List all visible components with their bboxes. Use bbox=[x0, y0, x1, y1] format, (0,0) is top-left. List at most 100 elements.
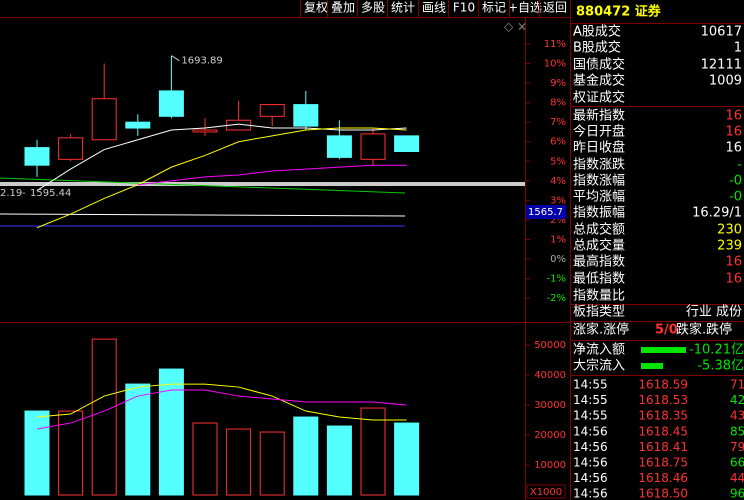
trade-price: 1618.50 bbox=[638, 487, 688, 500]
trade-volume: 96 bbox=[730, 487, 744, 500]
candle-body bbox=[394, 135, 420, 153]
row-value: - bbox=[737, 158, 742, 173]
candle-body bbox=[24, 147, 50, 166]
toolbar-button[interactable]: 标记 bbox=[482, 1, 506, 15]
volume-bar bbox=[125, 383, 151, 496]
volume-bar bbox=[91, 338, 117, 496]
volume-bar bbox=[326, 425, 352, 496]
trade-price: 1618.59 bbox=[638, 378, 688, 392]
row-label: 指数涨跌 bbox=[573, 157, 625, 173]
row-label: 权证成交 bbox=[573, 90, 625, 106]
volume-bar bbox=[360, 407, 386, 496]
row-value: 16 bbox=[725, 255, 742, 270]
row-value: 16.29/1 bbox=[692, 206, 742, 221]
trade-volume: 420 bbox=[730, 393, 744, 407]
y-tick-label: 20000 bbox=[534, 430, 566, 441]
trade-volume: 710 bbox=[730, 378, 744, 392]
row-label: 总成交额 bbox=[573, 222, 625, 238]
y-tick-label: 2% bbox=[550, 215, 566, 226]
unit-box bbox=[526, 484, 566, 499]
trade-volume: 66 bbox=[730, 456, 744, 470]
volume-bar bbox=[226, 428, 252, 496]
row-label: 大宗流入 bbox=[573, 358, 625, 374]
y-tick-label: 11% bbox=[544, 39, 566, 50]
y-tick-label: 50000 bbox=[534, 340, 566, 351]
y-tick-label: 9% bbox=[550, 78, 566, 89]
row-value: 16 bbox=[725, 141, 742, 156]
y-tick-label: 0% bbox=[550, 254, 566, 265]
trade-price: 1618.53 bbox=[638, 393, 688, 407]
panel-title: 880472 证券 bbox=[576, 4, 662, 20]
icon[interactable]: ◇ bbox=[504, 20, 514, 34]
candle-body bbox=[58, 137, 84, 160]
y-tick-label: 8% bbox=[550, 98, 566, 109]
row-label: 最低指数 bbox=[573, 272, 625, 287]
toolbar-button[interactable]: 叠加 bbox=[331, 1, 355, 15]
price-tag: 1565.7 bbox=[528, 207, 563, 218]
toolbar-button[interactable]: +自选 bbox=[508, 1, 542, 15]
volume-bar bbox=[293, 416, 319, 496]
volume-bar bbox=[394, 422, 420, 496]
toolbar-button[interactable]: F10 bbox=[453, 1, 475, 15]
trade-price: 1618.41 bbox=[638, 440, 688, 454]
row-label: 最高指数 bbox=[573, 254, 625, 270]
flow-bar bbox=[641, 347, 686, 353]
ref-line bbox=[0, 213, 406, 217]
row-value: 16 bbox=[725, 125, 742, 140]
trade-price: 1618.45 bbox=[638, 424, 688, 438]
volume-bar bbox=[58, 410, 84, 496]
row-label: 板指类型 bbox=[573, 305, 625, 320]
row-value: -0 bbox=[729, 190, 742, 205]
candle-body bbox=[360, 133, 386, 160]
row-value: -0 bbox=[729, 174, 742, 189]
row-label: 平均涨幅 bbox=[573, 190, 625, 205]
row-label: 净流入额 bbox=[573, 343, 625, 358]
toolbar-button[interactable]: 返回 bbox=[543, 1, 567, 15]
volume-bar bbox=[259, 431, 285, 496]
row-value: 1 bbox=[734, 41, 742, 56]
row-value: 16 bbox=[725, 109, 742, 124]
row-value: 230 bbox=[717, 223, 742, 238]
row-value: 12111 bbox=[701, 58, 742, 73]
row-label: 昨日收盘 bbox=[573, 140, 625, 156]
y-tick-label: -1% bbox=[547, 274, 566, 285]
y-tick-label: 10% bbox=[544, 59, 566, 70]
trade-time: 14:55 bbox=[573, 409, 608, 423]
row-value: -5.38亿 bbox=[697, 359, 744, 374]
trade-time: 14:56 bbox=[573, 424, 608, 438]
ma-line bbox=[36, 123, 407, 192]
volume-bar bbox=[192, 422, 218, 496]
row-label: 涨家.涨停 bbox=[573, 322, 629, 338]
y-tick-label: 5% bbox=[550, 156, 566, 167]
trade-price: 1618.35 bbox=[638, 409, 688, 423]
price-tag-box bbox=[526, 205, 566, 219]
toolbar-button[interactable]: 统计 bbox=[391, 1, 415, 15]
row-label: 跌家.跌停 bbox=[676, 322, 732, 338]
trade-time: 14:56 bbox=[573, 440, 608, 454]
high-label: 1693.89 bbox=[181, 56, 222, 67]
row-label: B股成交 bbox=[573, 40, 621, 56]
trade-volume: 858 bbox=[730, 424, 744, 438]
toolbar-button[interactable]: 画线 bbox=[422, 1, 446, 15]
row-label: 指数量比 bbox=[573, 289, 625, 304]
row-value: -10.21亿 bbox=[689, 343, 744, 358]
toolbar-button[interactable]: 多股 bbox=[361, 1, 385, 15]
y-tick-label: 4% bbox=[550, 176, 566, 187]
row-label: A股成交 bbox=[573, 24, 621, 40]
icon[interactable]: × bbox=[517, 20, 527, 34]
low-label: 2.19 bbox=[0, 188, 22, 199]
flow-bar bbox=[641, 363, 663, 369]
trade-time: 14:55 bbox=[573, 393, 608, 407]
row-label: 最新指数 bbox=[573, 108, 625, 124]
low-sep: - bbox=[22, 188, 26, 199]
trade-price: 1618.46 bbox=[638, 471, 688, 485]
row-label: 指数涨幅 bbox=[573, 174, 625, 189]
trade-time: 14:56 bbox=[573, 487, 608, 500]
trade-volume: 44 bbox=[730, 471, 744, 485]
y-tick-label: 6% bbox=[550, 137, 566, 148]
toolbar-button[interactable]: 复权 bbox=[304, 1, 328, 15]
y-tick-label: 1% bbox=[550, 234, 566, 245]
candle-body bbox=[125, 121, 151, 129]
trade-time: 14:56 bbox=[573, 471, 608, 485]
